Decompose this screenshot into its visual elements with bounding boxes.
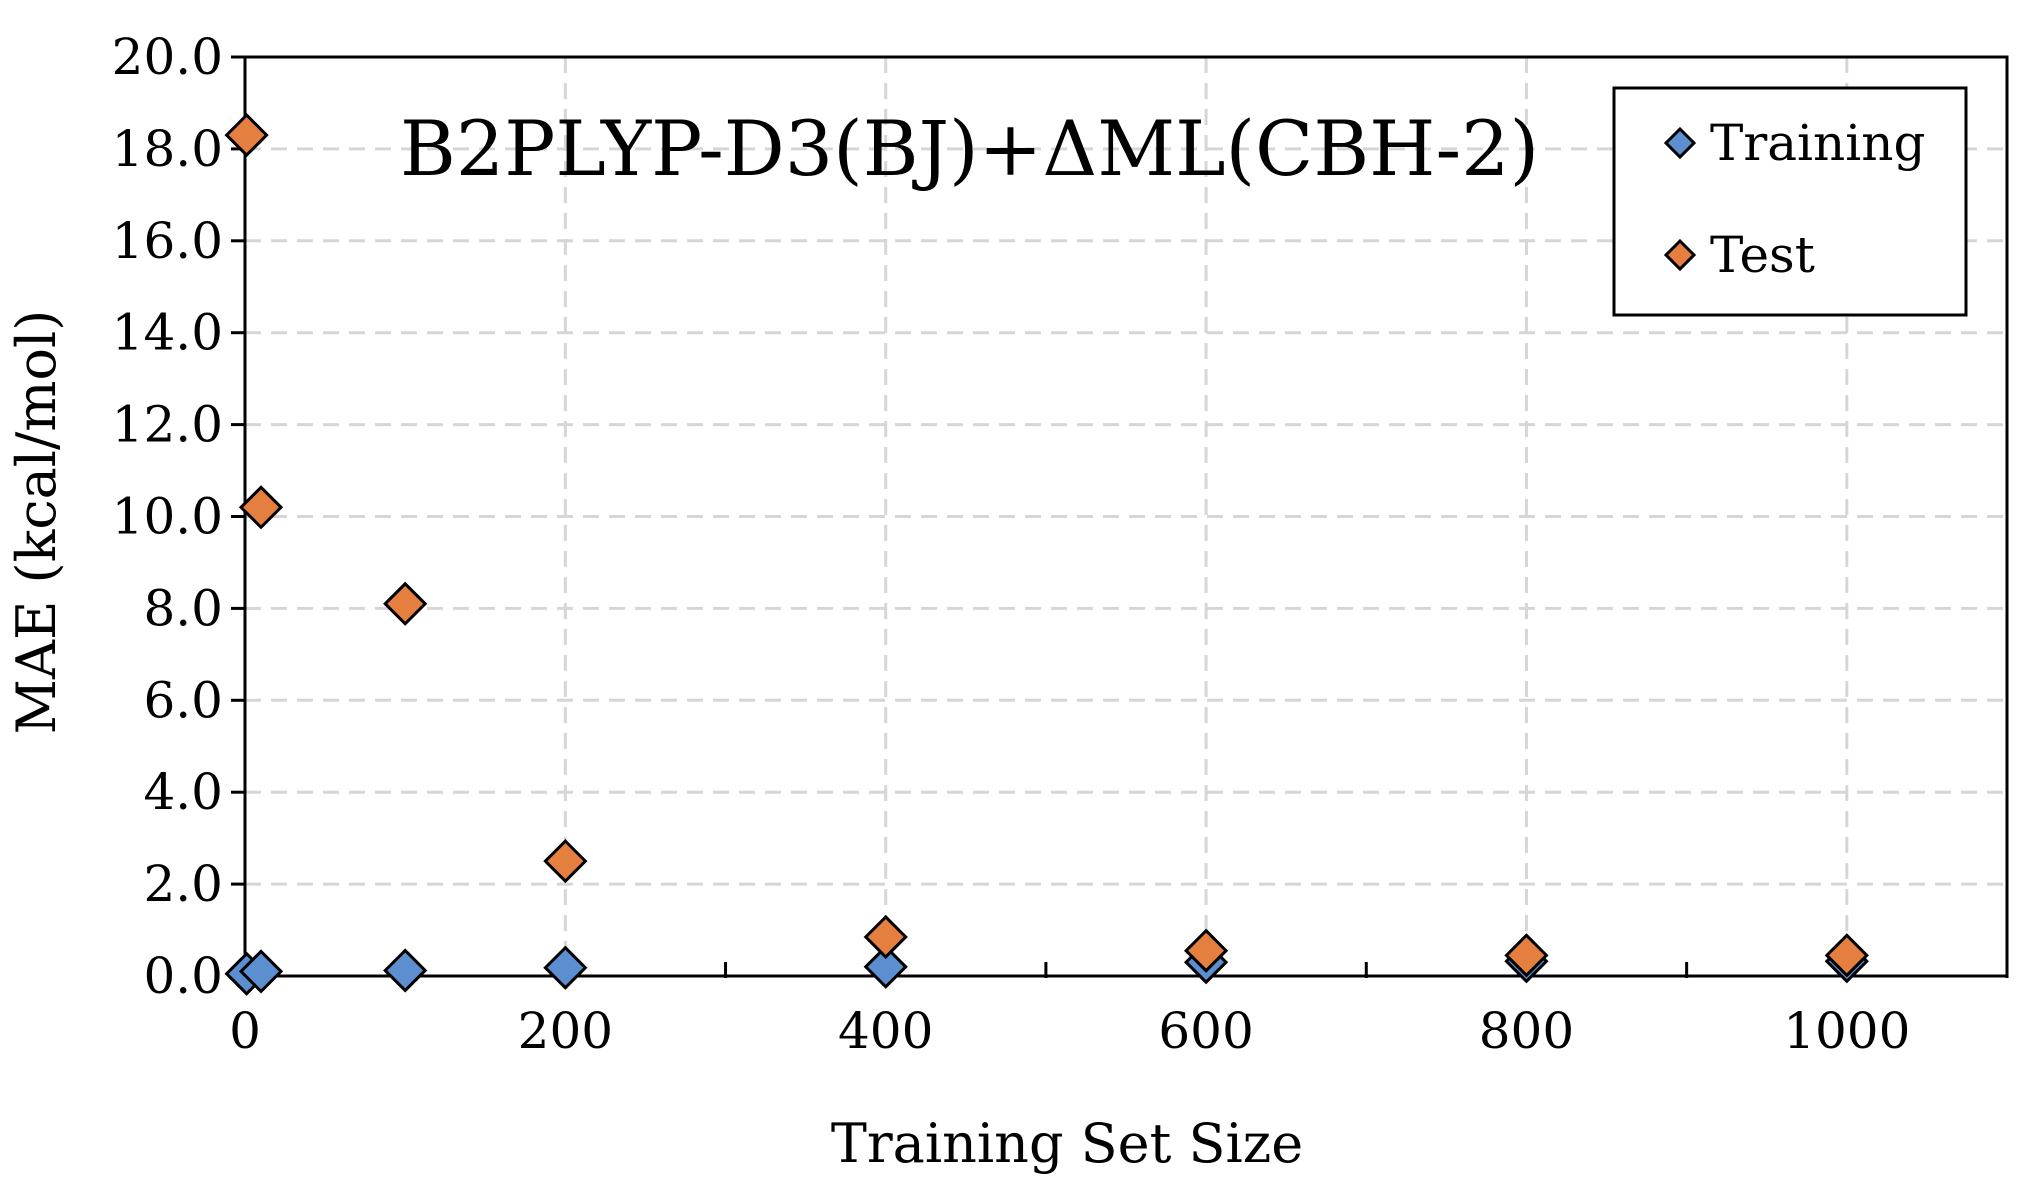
y-tick-label: 16.0 bbox=[112, 212, 223, 270]
legend: Training Test bbox=[1612, 86, 1968, 317]
marker-training bbox=[383, 948, 428, 993]
legend-box bbox=[1612, 86, 1968, 317]
legend-entries: Training Test bbox=[1663, 114, 1925, 284]
marker-training bbox=[238, 949, 284, 994]
y-tick-label: 4.0 bbox=[143, 763, 223, 821]
y-tick-label: 0.0 bbox=[143, 947, 223, 1005]
marker-test bbox=[238, 485, 284, 530]
marker-test bbox=[383, 581, 428, 626]
data-markers bbox=[224, 112, 1869, 996]
y-tick-label: 2.0 bbox=[143, 855, 223, 913]
tick-labels: 0.0 2.0 4.0 6.0 8.0 10.0 12.0 14.0 16.0 18.0 20.0 0… bbox=[112, 28, 1911, 1060]
x-tick-label: 0 bbox=[229, 1002, 261, 1060]
y-tick-label: 12.0 bbox=[112, 396, 223, 454]
x-tick-label: 600 bbox=[1158, 1002, 1253, 1060]
x-tick-label: 1000 bbox=[1783, 1002, 1910, 1060]
x-tick-label: 400 bbox=[838, 1002, 933, 1060]
y-axis-title: MAE (kcal/mol) bbox=[5, 310, 68, 735]
y-tick-label: 20.0 bbox=[112, 28, 223, 86]
marker-test bbox=[224, 112, 269, 158]
marker-training bbox=[543, 945, 588, 990]
legend-marker-test bbox=[1663, 238, 1697, 272]
marker-test bbox=[543, 839, 588, 884]
x-tick-label: 800 bbox=[1479, 1002, 1574, 1060]
x-tick-label: 200 bbox=[518, 1002, 613, 1060]
legend-label-training: Training bbox=[1710, 114, 1925, 172]
marker-test bbox=[863, 914, 908, 960]
y-tick-label: 14.0 bbox=[112, 304, 223, 362]
y-tick-label: 6.0 bbox=[143, 671, 223, 729]
legend-label-test: Test bbox=[1710, 226, 1815, 284]
chart-title: B2PLYP-D3(BJ)+ΔML(CBH-2) bbox=[400, 104, 1539, 193]
y-tick-label: 10.0 bbox=[112, 488, 223, 546]
marker-test bbox=[1824, 933, 1869, 978]
y-tick-label: 18.0 bbox=[112, 120, 223, 178]
x-axis-title: Training Set Size bbox=[831, 1112, 1303, 1175]
marker-training bbox=[863, 944, 908, 989]
grid-lines bbox=[245, 55, 2007, 976]
marker-test bbox=[1183, 928, 1229, 973]
y-tick-label: 8.0 bbox=[143, 579, 223, 637]
legend-marker-training bbox=[1663, 126, 1697, 160]
marker-test bbox=[1504, 933, 1549, 978]
